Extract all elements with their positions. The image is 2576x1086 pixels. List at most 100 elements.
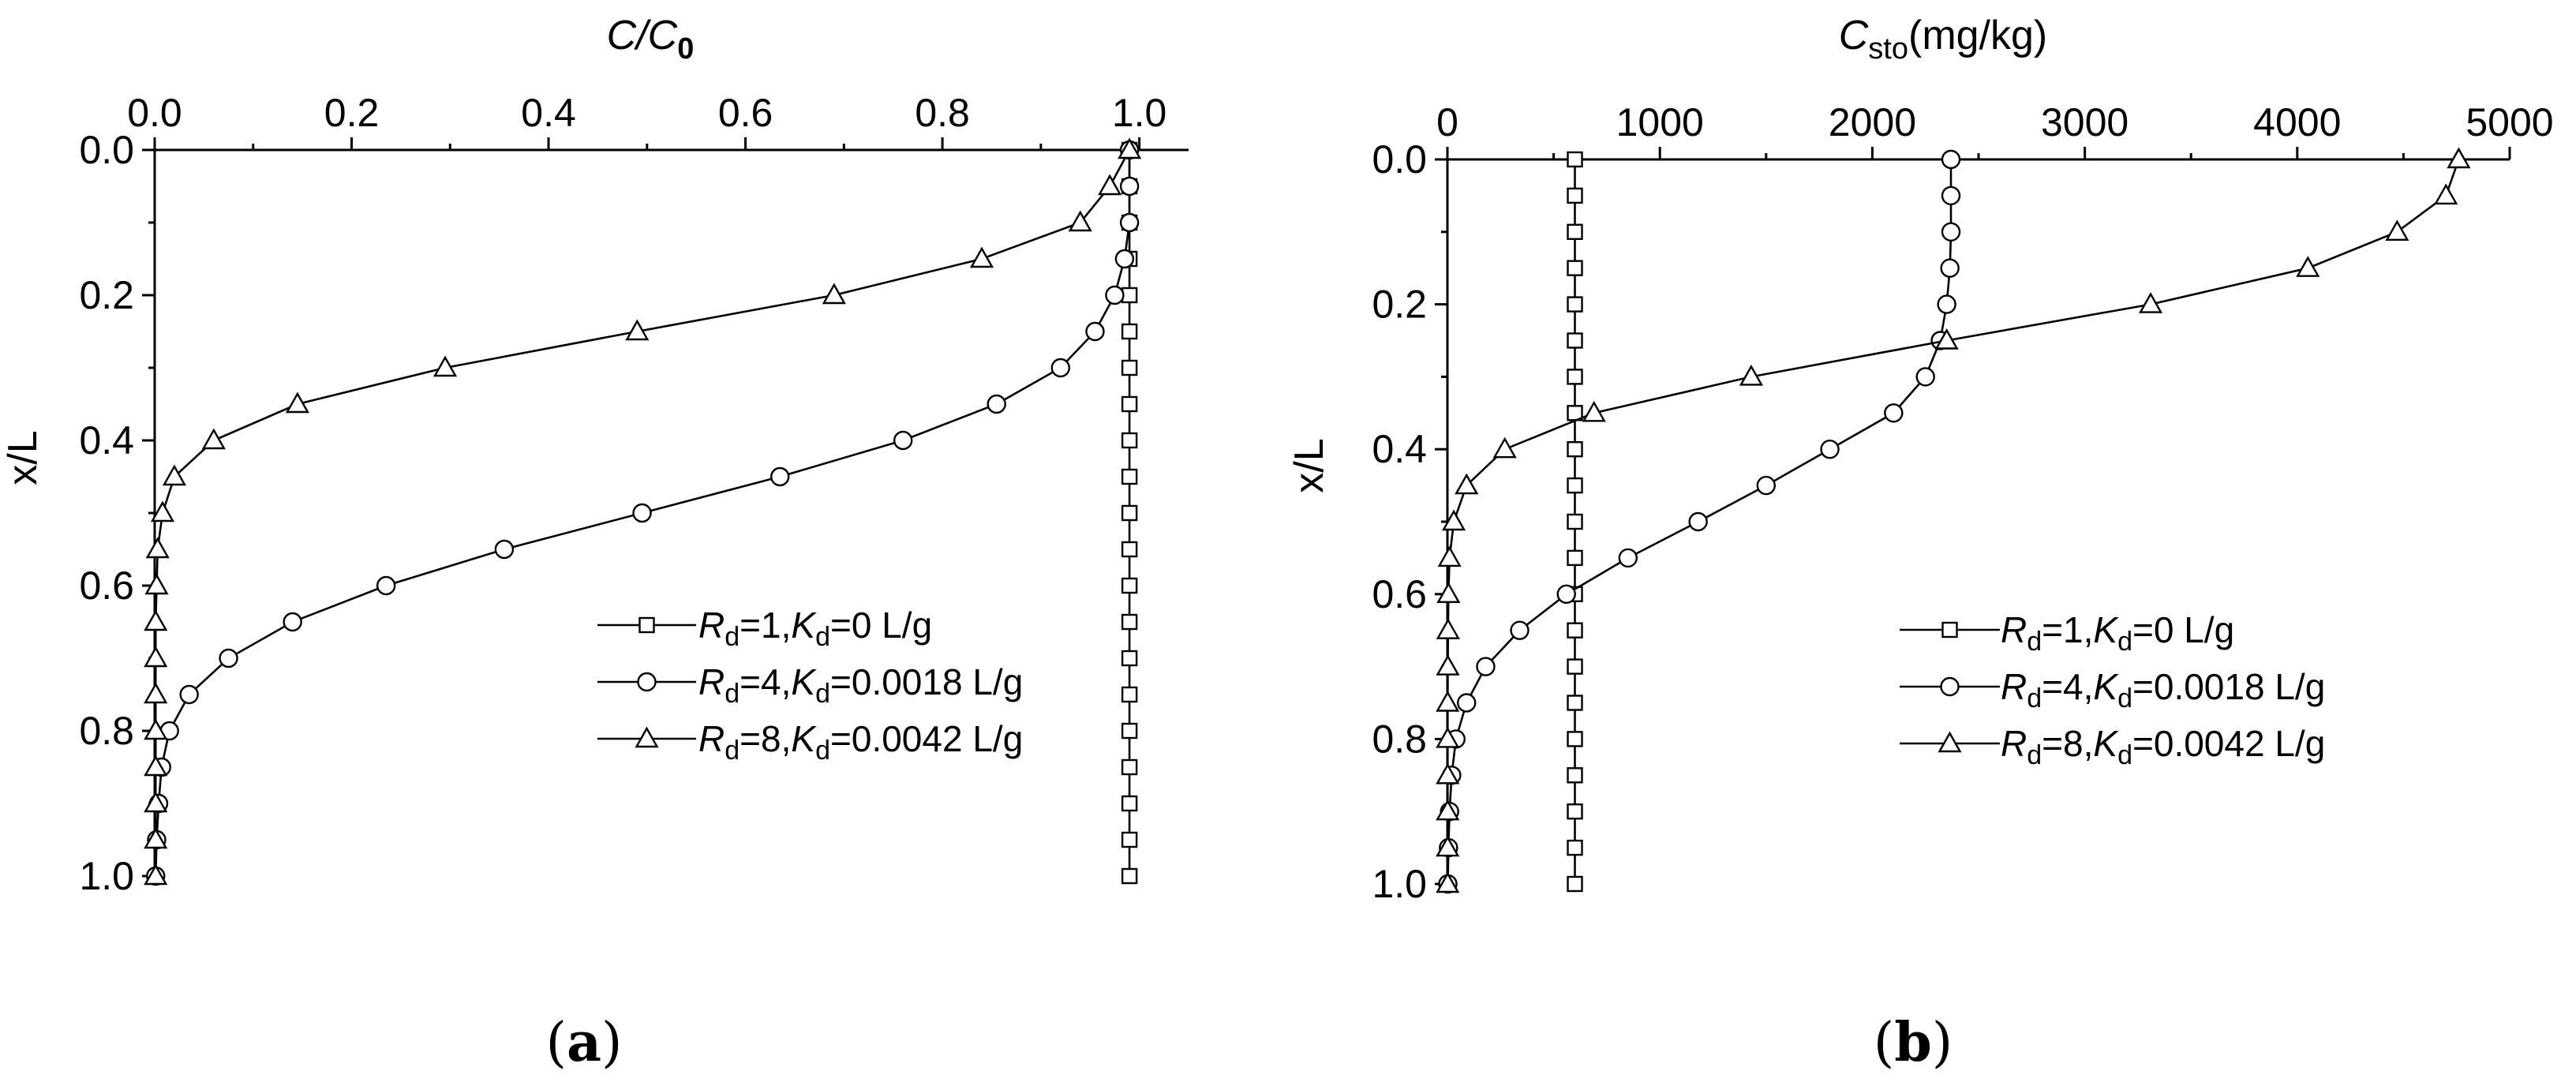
chart-a-series-triangle-point [144,718,168,740]
chart-b-legend-text-part: R [2001,723,2027,764]
chart-a-legend-text-part: R [698,605,724,646]
chart-b-series-circle-point [1510,620,1530,640]
chart-a-x-tick-label: 0.4 [521,91,576,135]
chart-b-series-square-point [1567,658,1583,675]
chart-a-series-circle-point [1119,176,1140,197]
chart-a-series-triangle-point [822,283,846,305]
chart-a-series-circle-point [632,503,652,523]
chart-a-legend-text-part: d [724,679,739,709]
chart-b-series-square-point [1567,332,1583,349]
chart-b-series-circle-point [1940,258,1960,278]
chart-b-series-circle-point [1556,584,1576,604]
chart-a-x-tick-label: 0.2 [324,91,380,135]
chart-b-xlabel-rest: (mg/kg) [1908,13,2047,58]
chart-a-series-triangle-point [285,391,309,414]
chart-b-x-tick-label: 0 [1436,100,1458,144]
chart-a-series-triangle-point [144,827,168,849]
chart-b-legend-text-part: d [2117,740,2132,770]
chart-b-series-triangle-point [1437,545,1462,567]
chart-a-series-circle-point [770,466,790,487]
chart-b-legend-marker [1941,621,1958,638]
chart-b-y-tick-label: 0.6 [1372,572,1427,616]
chart-a-series-triangle-point [144,573,169,595]
chart-b-series-triangle-point [1442,509,1466,531]
chart-b-series-triangle-point [2447,147,2471,169]
chart-b-legend-entry: Rd=4,Kd=0.0018 L/g [2001,666,2325,713]
chart-a-series-square-point [1121,722,1138,740]
chart-a-series-square-point [1121,867,1138,885]
chart-b-x-tick-label: 3000 [2041,100,2129,144]
panel-label-a-letter: a [567,1011,601,1074]
chart-a-series-triangle-point [144,682,168,704]
chart-b-series-circle-point [1618,548,1638,568]
chart-a-series-square-point [1121,395,1138,413]
panel-label-b-letter: b [1894,1011,1932,1074]
chart-b-legend-text-part: =0 L/g [2132,609,2234,650]
chart-b-series-square-point [1567,549,1583,567]
chart-b-series-circle-point [1941,149,1961,170]
chart-a-series-triangle-point [432,355,458,377]
chart-a-y-tick-label: 0.8 [79,709,134,753]
chart-a-series-circle-point [1105,285,1125,305]
chart-b-series-triangle-point [1436,618,1460,639]
chart-b-series-circle-point [1937,294,1956,314]
chart-a-legend-entry: Rd=4,Kd=0.0018 L/g [698,661,1023,709]
chart-b-legend-text-part: =8, [2042,723,2093,764]
chart-a-series-triangle-point [625,319,650,341]
chart-a-series-square-point [1121,504,1138,522]
chart-a-legend-text-part: =1, [739,605,791,646]
chart-a-ylabel: x/L [0,430,46,485]
chart-b-series-square-point [1567,767,1583,784]
chart-a-series-square-point [1121,686,1138,703]
chart-b-series-triangle-point [1436,691,1460,712]
chart-a-legend-text-part: d [815,622,830,652]
chart-b-series-circle-point [1915,367,1935,387]
chart-a-x-tick-label: 0.6 [718,91,773,135]
chart-b-legend-text-part: =0.0018 L/g [2132,666,2325,707]
chart-a-series-triangle-point [144,755,168,777]
chart-b-legend-text-part: d [2027,627,2042,657]
chart-a: 0.0 0.2 0.4 0.6 0.8 1.00.00.20.40.60.81.0Rd=1… [79,91,1189,898]
chart-b-y-tick-label: 0.8 [1372,717,1427,761]
charts-layer: 0.0 0.2 0.4 0.6 0.8 1.00.00.20.40.60.81.0Rd=1… [79,91,2553,906]
chart-b-series-square-point [1567,839,1583,856]
chart-a-series-triangle-point [1118,137,1142,159]
chart-b-x-tick-label: 5000 [2466,100,2553,144]
chart-b-series-circle-point [1820,440,1840,459]
chart-b-series-triangle-point [1436,762,1460,785]
chart-b-series-square-point [1567,731,1583,747]
chart-a-series-triangle-point [144,609,168,631]
chart-a-legend-text-part: d [724,622,739,652]
chart-a-series-circle-point [987,394,1006,414]
chart-b-legend-text-part: =1, [2042,609,2093,650]
chart-a-legend-text-part: R [698,661,724,702]
chart-a-series-circle-point [376,575,396,596]
chart-b-legend-marker [1940,676,1960,697]
chart-a-series-triangle-point [144,791,168,813]
chart-b-series-triangle-point [2434,183,2458,205]
chart-a-series-circle-point [494,539,515,560]
chart-b-legend-text-part: R [2001,609,2027,650]
chart-b-legend-text-part: K [2093,723,2119,764]
chart-a-legend-text-part: =4, [739,661,791,702]
panel-label-a-close: ) [601,1012,623,1074]
chart-b-series-square-point [1567,151,1583,168]
chart-a-legend-text-part: d [815,736,830,766]
chart-a-series-square-point [1121,758,1138,776]
chart-a-legend-marker [637,672,657,692]
chart-a-legend-text-part: =0 L/g [830,605,932,646]
chart-b-series-triangle-point [1455,473,1479,495]
chart-b-series-triangle-point [2296,256,2320,277]
chart-b-series-triangle-point [1436,871,1460,893]
chart-b-series-circle-point [1756,475,1777,496]
chart-a-legend-text-part: K [791,718,817,759]
chart-b-series-square-point [1567,441,1583,458]
chart-a-x-tick-label: 1.0 [1112,91,1167,135]
chart-b-y-tick-label: 0.4 [1372,427,1427,471]
chart-a-series-circle-point [1114,249,1135,269]
chart-a-xlabel: C/C0 [607,13,695,66]
chart-b-series-square-point [1567,296,1583,313]
chart-b-x-tick-label: 4000 [2253,100,2341,144]
chart-a-series-square-point [1121,650,1138,667]
chart-a-y-tick-label: 0.2 [79,273,134,317]
